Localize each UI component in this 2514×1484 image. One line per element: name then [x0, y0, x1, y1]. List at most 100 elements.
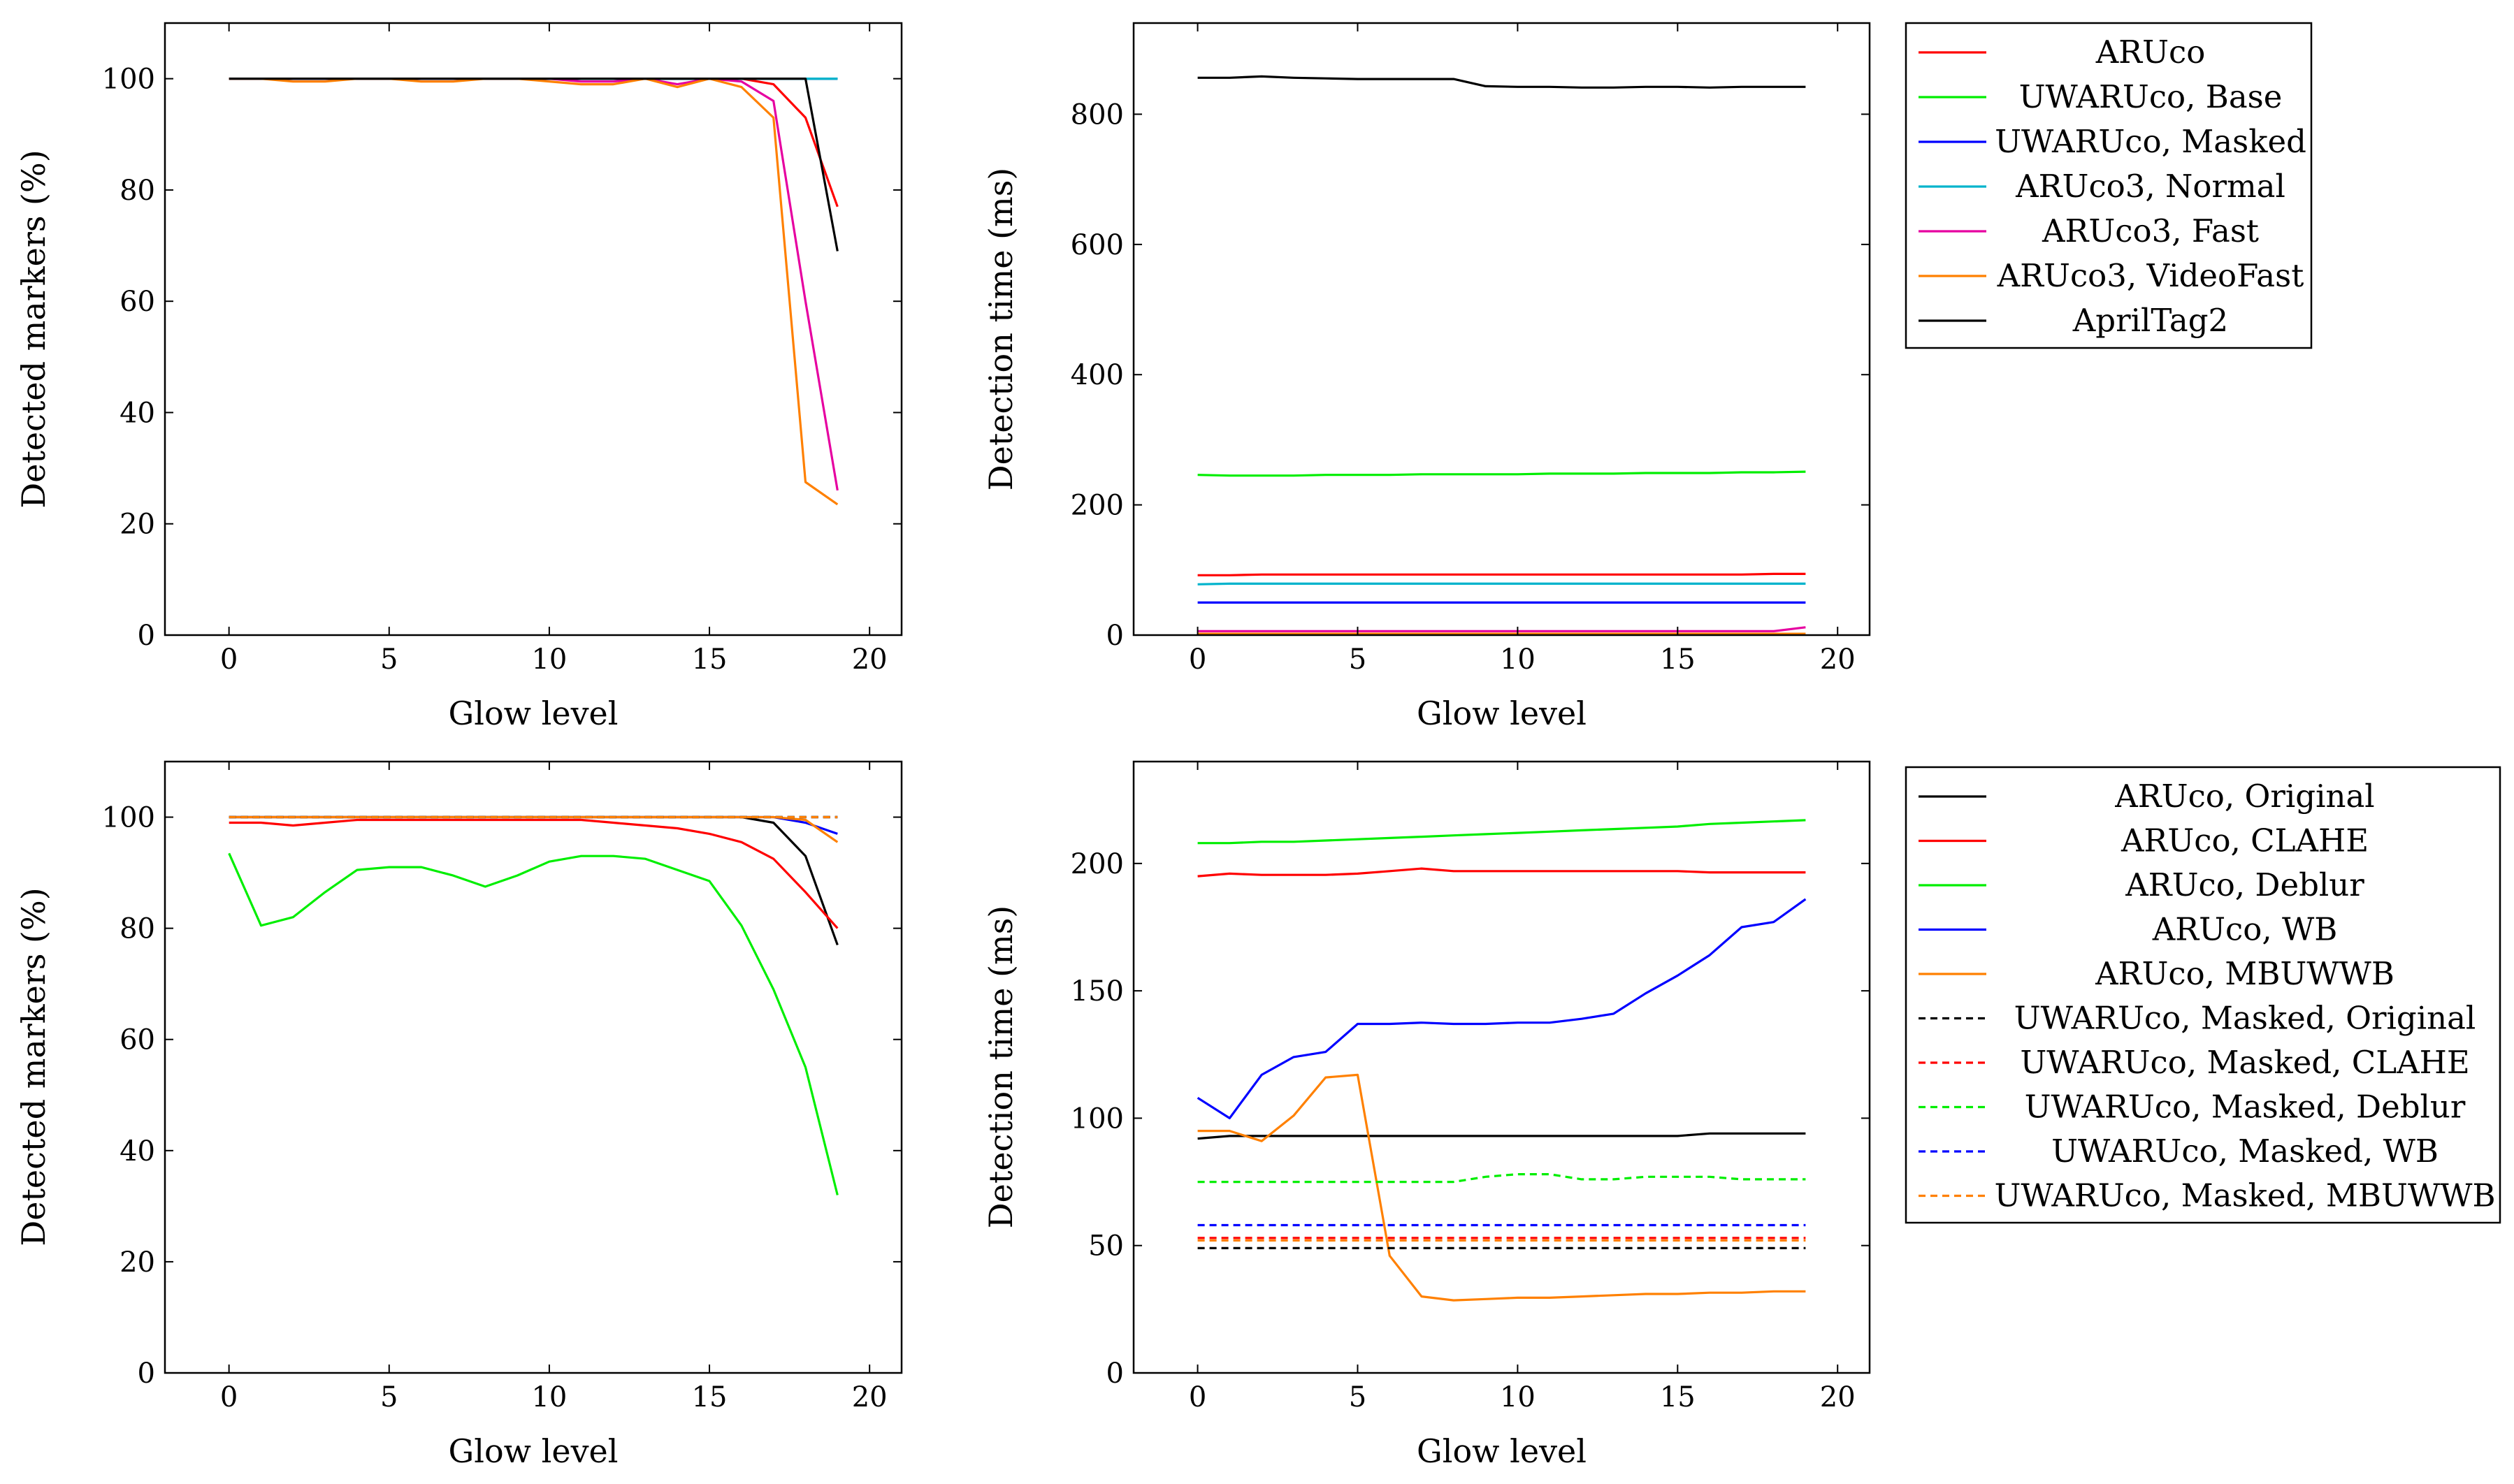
y-tick-label: 60: [120, 286, 155, 318]
series-group: [229, 77, 839, 506]
series-line-aruco-clahe: [229, 818, 839, 929]
y-tick-label: 100: [102, 64, 155, 96]
plot-frame: [1132, 760, 1871, 1374]
legend-label-uwaruco-base: UWARUco, Base: [2019, 78, 2283, 115]
y-tick-label: 0: [138, 620, 155, 652]
series-line-aruco3-fast: [229, 77, 839, 491]
x-tick-label: 15: [1660, 1381, 1696, 1413]
series-line-aruco-wb: [1197, 898, 1807, 1120]
legend-label-uwaruco-masked: UWARUco, Masked: [1995, 123, 2306, 160]
y-tick-label: 0: [138, 1358, 155, 1390]
legend-label-aruco-wb: ARUco, WB: [2152, 911, 2338, 948]
y-tick-label: 80: [120, 913, 155, 945]
x-tick-label: 15: [1660, 643, 1696, 676]
x-tick-label: 20: [1820, 1381, 1856, 1413]
y-tick-label: 400: [1071, 359, 1124, 391]
series-line-aruco-original: [1197, 1132, 1806, 1140]
series-group: [228, 815, 839, 1195]
x-tick-label: 10: [531, 643, 567, 676]
x-axis-label: Glow level: [1417, 1432, 1587, 1470]
y-axis-label: Detection time (ms): [982, 905, 1020, 1229]
x-tick-label: 5: [380, 1381, 398, 1413]
series-line-uwaruco-masked-deblur: [1197, 1172, 1806, 1184]
x-tick-label: 20: [852, 643, 888, 676]
series-line-apriltag2: [229, 77, 839, 252]
y-tick-label: 0: [1106, 1358, 1124, 1390]
series-line-aruco-mbuwwb: [1197, 1073, 1806, 1302]
chart-panel-1: 0 5 10 15 20 0 20 40 60 80 100 Glow level Detected m…: [15, 22, 903, 732]
series-group: [1197, 75, 1806, 635]
plot-frame: [1132, 22, 1871, 636]
x-tick-label: 15: [692, 643, 728, 676]
x-axis-label: Glow level: [1417, 694, 1587, 732]
series-line-aruco3-normal: [1197, 582, 1806, 585]
y-tick-label: 200: [1071, 848, 1124, 880]
y-tick-label: 40: [120, 1135, 155, 1167]
y-tick-label: 20: [120, 509, 155, 541]
y-tick-label: 80: [120, 175, 155, 207]
x-tick-label: 15: [692, 1381, 728, 1413]
legend-bottom: ARUco, Original ARUco, CLAHE ARUco, Deblur…: [1905, 766, 2501, 1224]
y-tick-label: 100: [1071, 1103, 1124, 1135]
y-tick-label: 20: [120, 1246, 155, 1279]
legend-box: [1905, 766, 2501, 1224]
y-tick-label: 800: [1071, 99, 1124, 131]
series-line-aruco-deblur: [228, 852, 839, 1195]
legend-label-aruco-mbuwwb: ARUco, MBUWWB: [2095, 955, 2394, 992]
y-tick-label: 50: [1088, 1230, 1124, 1263]
x-tick-label: 20: [1820, 643, 1856, 676]
y-axis-label: Detected markers (%): [15, 150, 52, 508]
series-line-aruco-clahe: [1197, 867, 1806, 878]
y-tick-label: 100: [102, 802, 155, 834]
x-tick-label: 0: [1189, 1381, 1206, 1413]
legend-label-uwaruco-masked-deblur: UWARUco, Masked, Deblur: [2025, 1089, 2466, 1126]
y-tick-label: 600: [1071, 229, 1124, 261]
legend-label-uwaruco-masked-mbuwwb: UWARUco, Masked, MBUWWB: [1994, 1177, 2495, 1214]
legend-label-uwaruco-masked-clahe: UWARUco, Masked, CLAHE: [2020, 1044, 2469, 1081]
x-tick-label: 0: [220, 1381, 238, 1413]
legend-label-uwaruco-masked-original: UWARUco, Masked, Original: [2014, 1000, 2476, 1037]
x-tick-label: 5: [1349, 1381, 1366, 1413]
x-axis-label: Glow level: [448, 694, 618, 732]
series-line-aruco: [229, 77, 839, 208]
plot-frame: [164, 760, 903, 1374]
legend-label-aruco-clahe: ARUco, CLAHE: [2121, 822, 2369, 859]
series-line-apriltag2: [1197, 75, 1806, 89]
chart-panel-3: 0 5 10 15 20 0 20 40 60 80 100 Glow level Detected m…: [15, 760, 903, 1470]
legend-label-aruco3-fast: ARUco3, Fast: [2042, 212, 2259, 249]
series-group: [1197, 819, 1807, 1302]
y-axis-label: Detection time (ms): [982, 168, 1020, 491]
x-tick-label: 10: [1500, 643, 1536, 676]
x-tick-label: 10: [531, 1381, 567, 1413]
legend-label-aruco3-videofast: ARUco3, VideoFast: [1997, 257, 2304, 294]
y-tick-label: 60: [120, 1024, 155, 1056]
x-tick-label: 0: [220, 643, 238, 676]
legend-label-aruco3-normal: ARUco3, Normal: [2015, 168, 2285, 205]
legend-label-apriltag2: AprilTag2: [2072, 302, 2228, 339]
series-line-aruco-original: [229, 815, 839, 946]
x-axis-label: Glow level: [448, 1432, 618, 1470]
series-line-aruco: [1197, 572, 1806, 576]
legend-label-uwaruco-masked-wb: UWARUco, Masked, WB: [2051, 1133, 2439, 1170]
plot-frame: [164, 22, 903, 636]
x-tick-label: 5: [1349, 643, 1366, 676]
x-tick-label: 5: [380, 643, 398, 676]
y-tick-label: 150: [1071, 975, 1124, 1007]
x-tick-label: 10: [1500, 1381, 1536, 1413]
y-tick-label: 0: [1106, 620, 1124, 652]
y-tick-label: 40: [120, 397, 155, 429]
x-tick-label: 0: [1189, 643, 1206, 676]
series-line-aruco3-fast: [1197, 626, 1806, 633]
legend-top: ARUco UWARUco, Base UWARUco, Masked ARUco3,…: [1905, 22, 2313, 349]
legend-label-aruco: ARUco: [2095, 34, 2206, 71]
legend-label-aruco-original: ARUco, Original: [2114, 778, 2374, 815]
series-line-uwaruco-base: [1197, 470, 1806, 477]
y-axis-label: Detected markers (%): [15, 887, 52, 1246]
legend-label-aruco-deblur: ARUco, Deblur: [2125, 866, 2364, 903]
y-tick-label: 200: [1071, 490, 1124, 522]
x-tick-label: 20: [852, 1381, 888, 1413]
series-line-aruco-deblur: [1197, 819, 1806, 845]
